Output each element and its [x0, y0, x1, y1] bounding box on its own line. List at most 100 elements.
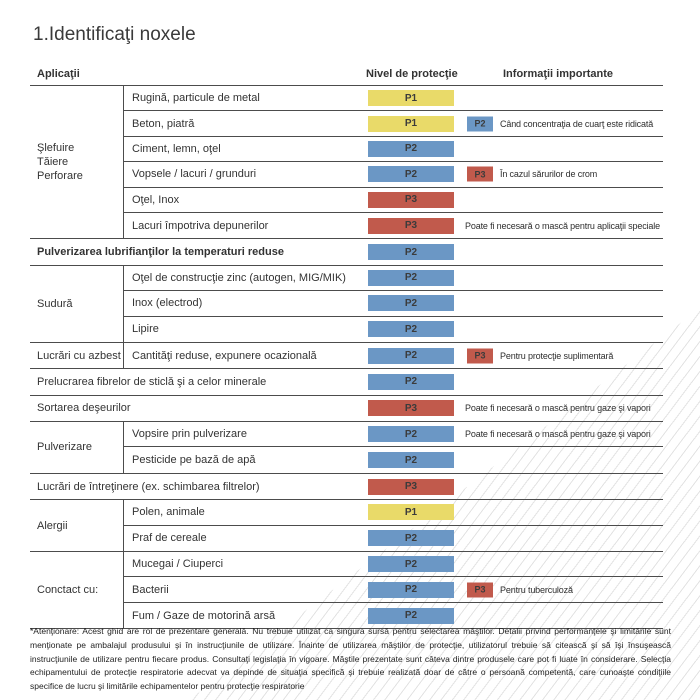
row-label: Pesticide pe bază de apă: [132, 454, 256, 467]
row-label: Prelucrarea fibrelor de sticlă şi a celo…: [37, 375, 267, 388]
rows-container: Prelucrarea fibrelor de sticlă şi a celo…: [30, 369, 663, 394]
protection-badge-p2: P2: [368, 581, 454, 598]
table-group: Pulverizarea lubrifianţilor la temperatu…: [30, 239, 663, 266]
protection-badge-p2: P2: [368, 452, 454, 469]
table-group: Lucrări cu azbest Cantităţi reduse, expun…: [30, 342, 663, 370]
hazard-table: Aplicaţii Nivel de protecţie Informaţii …: [30, 62, 663, 630]
column-header-important-info: Informaţii importante: [503, 68, 614, 80]
page-title: 1.Identificaţi noxele: [33, 24, 196, 45]
protection-badge-p2: P2: [368, 556, 454, 573]
row-label: Praf de cereale: [132, 532, 207, 545]
row-label: Oţel, Inox: [132, 193, 180, 206]
row-label: Polen, animale: [132, 506, 205, 519]
row-label: Lipire: [132, 323, 159, 336]
rows-container: Cantităţi reduse, expunere ocazională P2 P…: [123, 342, 663, 369]
category-label: Alergii: [37, 519, 68, 532]
protection-badge-p1: P1: [368, 115, 454, 132]
rows-container: Lucrări de întreţinere (ex. schimbarea f…: [30, 474, 663, 499]
protection-badge-p1: P1: [368, 504, 454, 521]
table-row: Pulverizarea lubrifianţilor la temperatu…: [30, 239, 663, 264]
category-label: Conctact cu:: [37, 584, 99, 597]
protection-badge-p2: P2: [368, 321, 454, 338]
table-row: Polen, animale P1: [124, 500, 663, 526]
rows-container: Pulverizarea lubrifianţilor la temperatu…: [30, 239, 663, 264]
rows-container: Vopsire prin pulverizare P2 Poate fi neces…: [123, 422, 663, 473]
table-row: Vopsire prin pulverizare P2 Poate fi neces…: [124, 422, 663, 448]
rows-container: Mucegai / Ciuperci P2 Bacterii P2 P3 Pentru t…: [123, 552, 663, 629]
protection-badge-p2: P2: [368, 607, 454, 624]
protection-badge-p1: P1: [368, 90, 454, 107]
column-header-protection-level: Nivel de protecţie: [366, 68, 458, 80]
table-row: Inox (electrod) P2: [124, 291, 663, 317]
table-row: Lacuri împotriva depunerilor P3 Poate fi n…: [124, 213, 663, 238]
table-row: Lucrări de întreţinere (ex. schimbarea f…: [30, 474, 663, 499]
table-row: Pesticide pe bază de apă P2: [124, 447, 663, 472]
rows-container: Rugină, particule de metal P1 Beton, piatr…: [123, 86, 663, 239]
protection-badge-p2: P2: [368, 426, 454, 443]
row-label: Oţel de construcţie zinc (autogen, MIG/M…: [132, 271, 346, 284]
table-row: Oţel de construcţie zinc (autogen, MIG/M…: [124, 266, 663, 292]
row-label: Bacterii: [132, 583, 169, 596]
row-label: Vopsele / lacuri / grunduri: [132, 168, 257, 181]
protection-badge-p3: P3: [368, 217, 454, 234]
table-row: Sortarea deşeurilor P3 Poate fi necesară o…: [30, 396, 663, 421]
row-label: Lucrări de întreţinere (ex. schimbarea f…: [37, 480, 260, 493]
secondary-protection-badge-p3: P3: [467, 582, 493, 598]
row-note: În cazul sărurilor de crom: [500, 169, 598, 180]
protection-badge-p2: P2: [368, 269, 454, 286]
secondary-protection-badge-p3: P3: [467, 166, 493, 182]
table-group: Prelucrarea fibrelor de sticlă şi a celo…: [30, 369, 663, 396]
table-group: Sudură Oţel de construcţie zinc (autogen,…: [30, 265, 663, 343]
row-label: Lacuri împotriva depunerilor: [132, 219, 269, 232]
protection-badge-p2: P2: [368, 166, 454, 183]
table-row: Bacterii P2 P3 Pentru tuberculoză: [124, 577, 663, 603]
row-note: Pentru tuberculoză: [500, 584, 573, 595]
category-label: Şlefuire Tăiere Perforare: [37, 142, 83, 183]
secondary-protection-badge-p3: P3: [467, 348, 493, 364]
table-row: Lipire P2: [124, 317, 663, 342]
protection-badge-p3: P3: [368, 400, 454, 417]
rows-container: Oţel de construcţie zinc (autogen, MIG/M…: [123, 265, 663, 342]
table-group: Conctact cu: Mucegai / Ciuperci P2 Bacterii…: [30, 552, 663, 630]
table-group: Pulverizare Vopsire prin pulverizare P2 Poa…: [30, 422, 663, 474]
protection-badge-p2: P2: [368, 347, 454, 364]
rows-container: Sortarea deşeurilor P3 Poate fi necesară o…: [30, 396, 663, 421]
table-row: Rugină, particule de metal P1: [124, 86, 663, 112]
row-label: Beton, piatră: [132, 117, 195, 130]
row-label: Pulverizarea lubrifianţilor la temperatu…: [37, 246, 284, 259]
row-label: Rugină, particule de metal: [132, 92, 260, 105]
row-label: Vopsire prin pulverizare: [132, 428, 247, 441]
column-header-applications: Aplicaţii: [37, 68, 80, 80]
table-group: Şlefuire Tăiere Perforare Rugină, particule…: [30, 86, 663, 240]
rows-container: Polen, animale P1 Praf de cereale P2: [123, 500, 663, 552]
row-label: Ciment, lemn, oţel: [132, 142, 221, 155]
protection-badge-p3: P3: [368, 478, 454, 495]
row-note: Poate fi necesară o mască pentru gaze şi…: [465, 429, 651, 440]
table-row: Beton, piatră P1 P2 Când concentraţia de cu…: [124, 111, 663, 137]
table-group: Alergii Polen, animale P1 Praf de cereale P2: [30, 500, 663, 553]
row-note: Poate fi necesară o mască pentru gaze şi…: [465, 403, 651, 414]
category-label: Lucrări cu azbest: [37, 349, 121, 362]
table-header: Aplicaţii Nivel de protecţie Informaţii …: [30, 62, 663, 86]
table-row: Oţel, Inox P3: [124, 188, 663, 213]
table-row: Cantităţi reduse, expunere ocazională P2 P…: [124, 343, 663, 368]
row-label: Fum / Gaze de motorină arsă: [132, 609, 276, 622]
table-row: Mucegai / Ciuperci P2: [124, 552, 663, 578]
protection-badge-p2: P2: [368, 530, 454, 547]
secondary-protection-badge-p2: P2: [467, 116, 493, 132]
table-row: Fum / Gaze de motorină arsă P2: [124, 603, 663, 628]
protection-badge-p2: P2: [368, 140, 454, 157]
table-group: Sortarea deşeurilor P3 Poate fi necesară o…: [30, 396, 663, 423]
row-note: Când concentraţia de cuarţ este ridicată: [500, 118, 654, 129]
row-note: Poate fi necesară o mască pentru aplicaţ…: [465, 220, 660, 231]
table-row: Ciment, lemn, oţel P2: [124, 137, 663, 163]
category-label: Pulverizare: [37, 441, 93, 454]
row-label: Inox (electrod): [132, 297, 203, 310]
table-row: Vopsele / lacuri / grunduri P2 P3 În cazul …: [124, 162, 663, 188]
protection-badge-p2: P2: [368, 244, 454, 261]
row-note: Pentru protecţie suplimentară: [500, 350, 614, 361]
protection-badge-p2: P2: [368, 373, 454, 390]
table-row: Praf de cereale P2: [124, 526, 663, 551]
table-row: Prelucrarea fibrelor de sticlă şi a celo…: [30, 369, 663, 394]
